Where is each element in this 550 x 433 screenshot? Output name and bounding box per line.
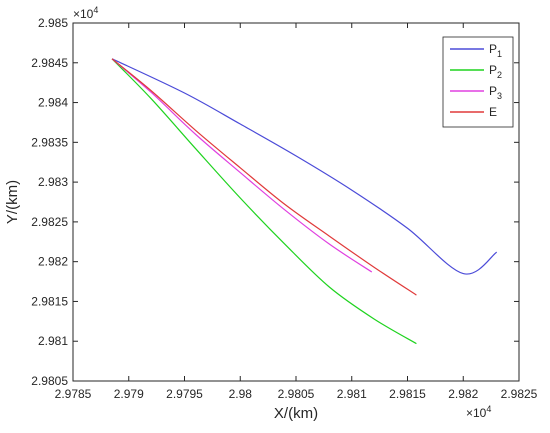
x-tick-label: 2.982 bbox=[448, 387, 478, 401]
y-exponent-base: ×10 bbox=[73, 7, 94, 21]
x-exponent: ×104 bbox=[466, 404, 491, 420]
legend-label-1: P1 bbox=[489, 42, 502, 59]
y-tick-label: 2.9815 bbox=[31, 294, 68, 308]
legend-subscript: 3 bbox=[497, 91, 502, 101]
legend-name: P bbox=[489, 84, 497, 98]
legend-label-4: E bbox=[489, 105, 497, 119]
y-tick-label: 2.983 bbox=[38, 175, 68, 189]
series-line-1 bbox=[111, 58, 498, 275]
x-exponent-power: 4 bbox=[486, 404, 491, 414]
y-axis-label: Y/(km) bbox=[4, 180, 21, 224]
x-tick-label: 2.9815 bbox=[389, 387, 426, 401]
series-layer bbox=[111, 58, 498, 345]
y-tick-label: 2.985 bbox=[38, 16, 68, 30]
x-tick-label: 2.981 bbox=[337, 387, 367, 401]
y-tick-label: 2.981 bbox=[38, 334, 68, 348]
y-tick-label: 2.9835 bbox=[31, 135, 68, 149]
legend-box bbox=[442, 36, 514, 128]
x-tick-label: 2.98 bbox=[229, 387, 253, 401]
y-tick-label: 2.984 bbox=[38, 96, 68, 110]
legend-subscript: 1 bbox=[497, 49, 502, 59]
legend-label-2: P2 bbox=[489, 63, 502, 80]
legend-name: E bbox=[489, 105, 497, 119]
series-line-4 bbox=[111, 58, 417, 296]
x-axis-label: X/(km) bbox=[274, 405, 318, 422]
plot-frame bbox=[72, 22, 520, 382]
series-line-3 bbox=[111, 58, 373, 273]
x-tick-label: 2.979 bbox=[114, 387, 144, 401]
legend-name: P bbox=[489, 63, 497, 77]
x-tick-label: 2.9785 bbox=[55, 387, 92, 401]
legend-name: P bbox=[489, 42, 497, 56]
legend-label-3: P3 bbox=[489, 84, 502, 101]
y-tick-label: 2.9845 bbox=[31, 56, 68, 70]
y-tick-label: 2.9805 bbox=[31, 374, 68, 388]
series-line-2 bbox=[111, 58, 417, 345]
tick-layer: 2.9785 2.979 2.9795 2.98 2.9805 2.981 2.9815 2.… bbox=[31, 16, 537, 401]
y-exponent: ×104 bbox=[73, 5, 98, 21]
y-tick-label: 2.982 bbox=[38, 255, 68, 269]
y-exponent-power: 4 bbox=[93, 5, 98, 15]
y-tick-label: 2.9825 bbox=[31, 215, 68, 229]
x-tick-label: 2.9805 bbox=[278, 387, 315, 401]
x-tick-label: 2.9795 bbox=[166, 387, 203, 401]
x-exponent-base: ×10 bbox=[466, 406, 487, 420]
legend-subscript: 2 bbox=[497, 70, 502, 80]
x-tick-label: 2.9825 bbox=[501, 387, 538, 401]
